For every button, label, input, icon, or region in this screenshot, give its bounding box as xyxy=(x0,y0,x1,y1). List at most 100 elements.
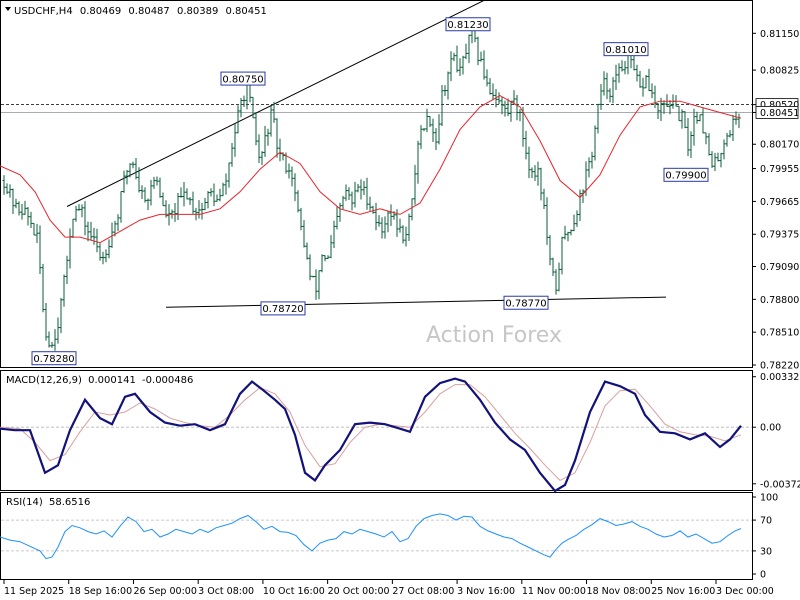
macd-lines xyxy=(0,377,752,493)
ohlc-bar xyxy=(596,103,600,134)
price-panel[interactable] xyxy=(0,0,753,368)
ohlc-bar xyxy=(722,139,726,160)
trendline-upper[interactable] xyxy=(66,0,548,207)
time-tick: 11 Sep 2025 xyxy=(3,580,64,597)
ohlc-bar xyxy=(83,201,87,236)
ohlc-bar xyxy=(710,151,714,168)
ohlc-bar xyxy=(692,108,696,146)
ohlc-bar xyxy=(17,201,21,216)
ohlc-bar xyxy=(599,83,603,110)
svg-text:USDCHF,H4 0.80469: USDCHF,H4 0.80469 0.80487 0.80389 0.8045… xyxy=(14,6,267,17)
macd-main-line xyxy=(0,377,742,493)
ohlc-bar xyxy=(95,228,99,253)
ohlc-bar xyxy=(20,203,24,220)
ohlc-bar xyxy=(563,225,567,240)
ohlc-bar xyxy=(713,152,717,172)
price-annotation: 0.79900 xyxy=(663,167,709,182)
ohlc-bar xyxy=(278,138,282,162)
macd-signal-line xyxy=(0,384,742,482)
price-annotation-label: 0.80750 xyxy=(222,74,263,85)
ohlc-bar xyxy=(545,197,549,245)
ohlc-bar xyxy=(311,275,315,278)
rsi-tick: 70 xyxy=(752,516,772,527)
ohlc-bar xyxy=(527,146,531,179)
ohlc-bar xyxy=(617,63,621,83)
ohlc-bar xyxy=(707,133,711,156)
ohlc-bar xyxy=(305,242,309,260)
ohlc-bar xyxy=(236,105,240,134)
dropdown-triangle-icon[interactable] xyxy=(5,7,11,11)
price-tick-label: 0.81150 xyxy=(760,29,799,40)
ohlc-bar xyxy=(467,34,471,64)
price-tick-label: 0.79090 xyxy=(760,262,799,273)
ohlc-bar xyxy=(302,220,306,248)
rsi-tick-label: 0 xyxy=(760,570,766,581)
ohlc-bar xyxy=(188,197,192,205)
ohlc-bar xyxy=(182,182,186,207)
time-tick-label: 11 Sep 2025 xyxy=(4,586,64,597)
ohlc-bar xyxy=(383,216,387,239)
macd-main-value: 0.000141 xyxy=(88,375,136,386)
price-annotation: 0.81010 xyxy=(603,42,649,57)
ohlc-bar xyxy=(431,118,435,142)
ohlc-bar xyxy=(668,100,672,115)
ohlc-bar xyxy=(587,157,591,178)
ohlc-bar xyxy=(158,177,162,198)
rsi-tick: 100 xyxy=(752,493,778,504)
watermark: Action Forex xyxy=(426,323,562,348)
ohlc-bar xyxy=(461,55,465,75)
ohlc-bar xyxy=(665,94,669,107)
ohlc-bar xyxy=(482,50,486,80)
ohlc-bar xyxy=(590,151,594,169)
ohlc-bar xyxy=(416,140,420,184)
ohlc-bar xyxy=(41,263,45,313)
ohlc-bar xyxy=(656,103,660,119)
ohlc-bar xyxy=(353,181,357,208)
price-tick-label: 0.80520 xyxy=(760,100,799,111)
macd-panel[interactable] xyxy=(0,370,753,491)
price-tick: 0.80825 xyxy=(752,66,799,77)
rsi-tick-label: 30 xyxy=(760,546,772,557)
price-tick-label: 0.80170 xyxy=(760,140,799,151)
ohlc-bar xyxy=(734,111,738,125)
time-tick-label: 3 Dec 00:00 xyxy=(716,586,774,597)
ohlc-bar xyxy=(176,193,180,220)
price-tick-label: 0.78510 xyxy=(760,328,799,339)
ohlc-bar xyxy=(434,128,438,150)
ohlc-bar xyxy=(347,187,351,200)
ohlc-bar xyxy=(380,217,384,239)
ohlc-bar xyxy=(149,179,153,206)
ohlc-bar xyxy=(536,161,540,186)
ohlc-bar xyxy=(251,96,255,119)
time-tick-label: 3 Nov 16:00 xyxy=(457,586,515,597)
ohlc-bar xyxy=(140,185,144,200)
rsi-panel[interactable] xyxy=(0,492,753,580)
ohlc-bar xyxy=(119,191,123,223)
price-tick: 0.80170 xyxy=(752,140,799,151)
open-value: 0.80469 xyxy=(80,6,121,17)
ohlc-bar xyxy=(362,180,366,196)
price-annotation-label: 0.78280 xyxy=(33,354,74,365)
ohlc-bar xyxy=(23,200,27,215)
ohlc-bar xyxy=(296,190,300,213)
macd-axis: 0.003321 0.00 -0.003723 xyxy=(752,372,800,490)
trendline-lower[interactable] xyxy=(165,296,667,308)
price-annotation-label: 0.81230 xyxy=(447,20,488,31)
ohlc-bar xyxy=(59,297,63,334)
ohlc-bar xyxy=(566,231,570,242)
macd-tick-label: 0.003321 xyxy=(760,372,800,383)
ohlc-bar xyxy=(680,109,684,129)
ohlc-bar xyxy=(524,130,528,160)
rsi-tick: 30 xyxy=(752,546,772,557)
price-tick-label: 0.80451 xyxy=(760,108,799,119)
macd-tick-label: -0.003723 xyxy=(760,479,800,490)
ohlc-bar xyxy=(161,192,165,207)
ohlc-bar xyxy=(503,100,507,117)
ohlc-bar xyxy=(632,54,636,71)
price-tick: 0.79665 xyxy=(752,197,799,208)
ohlc-bar xyxy=(425,108,429,133)
ohlc-bar xyxy=(356,183,360,193)
ohlc-bar xyxy=(569,229,573,236)
ohlc-bar xyxy=(212,183,216,207)
ohlc-bar xyxy=(62,274,66,307)
